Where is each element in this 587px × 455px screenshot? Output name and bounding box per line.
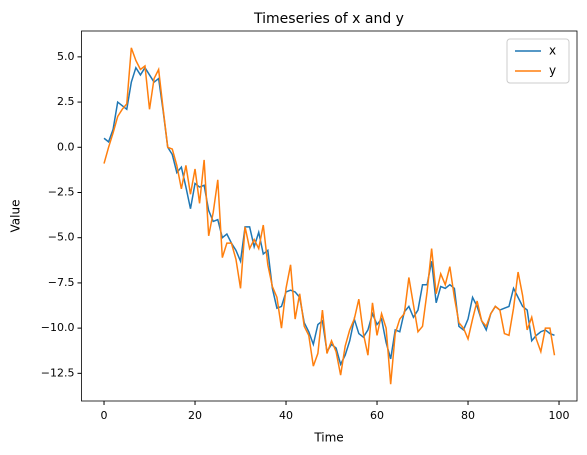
- x-tick-label: 40: [279, 409, 293, 422]
- y-tick-label: −7.5: [48, 276, 75, 289]
- x-tick-label: 0: [101, 409, 108, 422]
- y-tick-label: −10.0: [41, 321, 75, 334]
- x-axis-label: Time: [313, 431, 343, 445]
- legend-label: x: [549, 44, 556, 58]
- y-tick-label: 5.0: [57, 50, 75, 63]
- y-tick-label: 2.5: [57, 95, 75, 108]
- plot-frame: [81, 30, 578, 402]
- x-tick-label: 80: [461, 409, 475, 422]
- y-tick-label: −5.0: [48, 231, 75, 244]
- x-tick-label: 20: [188, 409, 202, 422]
- series-line: [103, 65, 555, 367]
- y-tick-label: −12.5: [41, 366, 75, 379]
- legend-label: y: [549, 64, 556, 78]
- y-tick-label: −2.5: [48, 185, 75, 198]
- x-tick-label: 60: [370, 409, 384, 422]
- series-line: [103, 47, 556, 385]
- y-tick-label: 0.0: [57, 140, 75, 153]
- legend-box: [506, 38, 570, 84]
- chart-title: Timeseries of x and y: [253, 11, 404, 27]
- x-tick-label: 100: [549, 409, 570, 422]
- y-axis-label: Value: [9, 200, 23, 233]
